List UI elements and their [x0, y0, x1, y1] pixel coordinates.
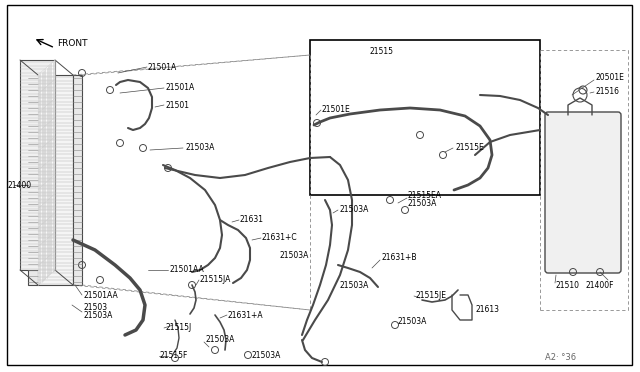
Text: 21510: 21510	[556, 280, 580, 289]
Text: 21503A: 21503A	[408, 199, 437, 208]
Text: 21631+A: 21631+A	[228, 311, 264, 320]
Text: 21631: 21631	[240, 215, 264, 224]
Text: 21515JA: 21515JA	[200, 276, 232, 285]
Bar	[73, 75, 82, 285]
FancyBboxPatch shape	[545, 112, 621, 273]
Polygon shape	[38, 60, 55, 285]
Text: 21503: 21503	[83, 304, 107, 312]
Text: 21515F: 21515F	[160, 352, 188, 360]
Text: 21501E: 21501E	[322, 106, 351, 115]
Text: 21503A: 21503A	[340, 205, 369, 215]
Text: 21503A: 21503A	[340, 280, 369, 289]
Text: 21501A: 21501A	[148, 62, 177, 71]
Text: 21631+B: 21631+B	[382, 253, 417, 263]
Bar	[38, 75, 73, 285]
Text: 21501AA: 21501AA	[170, 266, 205, 275]
Text: 21503A: 21503A	[252, 350, 282, 359]
Text: 21515E: 21515E	[455, 144, 484, 153]
Bar	[28, 75, 38, 285]
Text: A2· °36: A2· °36	[545, 353, 576, 362]
Text: 21631+C: 21631+C	[262, 234, 298, 243]
Text: 21503A: 21503A	[185, 144, 214, 153]
Text: 21501: 21501	[165, 100, 189, 109]
Text: 21515JE: 21515JE	[415, 291, 446, 299]
Text: 21516: 21516	[596, 87, 620, 96]
Bar	[310, 40, 540, 195]
Bar	[20, 60, 55, 270]
Text: 21501A: 21501A	[165, 83, 195, 93]
Text: 21515J: 21515J	[165, 324, 191, 333]
Text: 21503A: 21503A	[83, 311, 113, 321]
Text: 21503A: 21503A	[205, 336, 234, 344]
Text: 21613: 21613	[475, 305, 499, 314]
Text: 21400: 21400	[8, 180, 32, 189]
Text: 21501AA: 21501AA	[83, 291, 118, 299]
Text: 20501E: 20501E	[596, 74, 625, 83]
Text: 21515: 21515	[370, 48, 394, 57]
Text: 21503A: 21503A	[398, 317, 428, 327]
Text: 21515EA: 21515EA	[408, 192, 442, 201]
Text: FRONT: FRONT	[57, 39, 88, 48]
Text: 21400F: 21400F	[586, 280, 614, 289]
Text: 21503A: 21503A	[280, 250, 309, 260]
